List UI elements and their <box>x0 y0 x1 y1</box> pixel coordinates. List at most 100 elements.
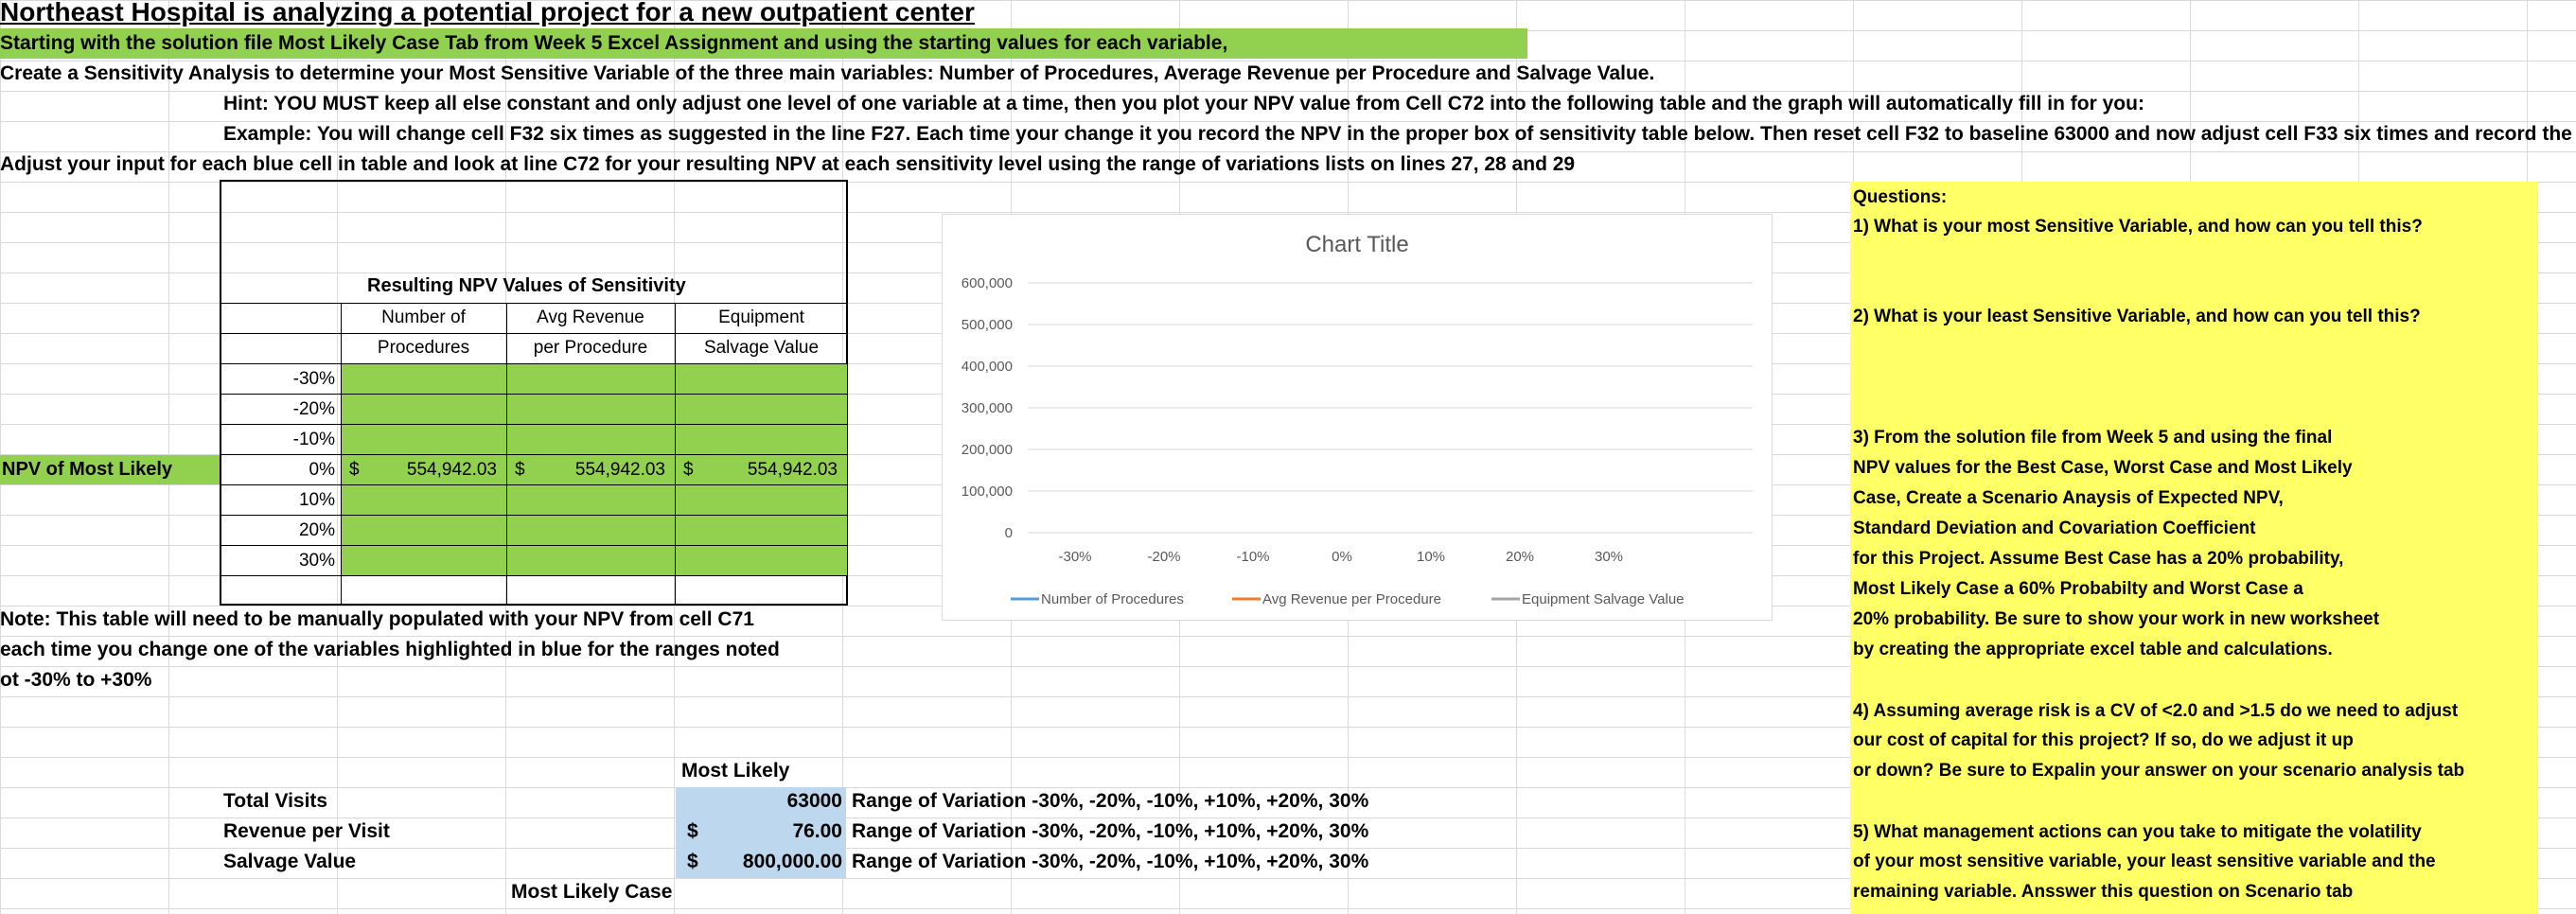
note-line-3: ot -30% to +30% <box>0 669 152 691</box>
instruction-line-1: Starting with the solution file Most Lik… <box>0 32 1228 54</box>
question-2: 2) What is your least Sensitive Variable… <box>1853 307 2421 326</box>
revenue-currency: $ <box>687 820 698 842</box>
currency-symbol: $ <box>515 460 525 480</box>
sheet-title: Northeast Hospital is analyzing a potent… <box>0 0 975 26</box>
x-tick-label: -20% <box>1147 549 1180 565</box>
col-header-procedures-1: Number of <box>381 308 466 327</box>
npv-value: 554,942.03 <box>747 460 838 480</box>
question-3-line-3: Case, Create a Scenario Anaysis of Expec… <box>1853 488 2284 508</box>
input-cells <box>676 787 846 878</box>
question-5-line-3: remaining variable. Ansswer this questio… <box>1853 882 2354 902</box>
col-header-revenue-1: Avg Revenue <box>537 308 644 327</box>
question-1: 1) What is your most Sensitive Variable,… <box>1853 217 2423 237</box>
salvage-input[interactable]: 800,000.00 <box>742 851 842 872</box>
table-rule <box>341 363 342 575</box>
row-label: 20% <box>298 520 335 540</box>
col-header-procedures-2: Procedures <box>377 338 470 358</box>
data-area <box>342 364 847 575</box>
x-tick-label: 20% <box>1506 549 1534 565</box>
sensitivity-table <box>220 180 848 606</box>
table-rule <box>506 363 507 575</box>
row-label: -20% <box>292 399 335 419</box>
x-tick-label: -10% <box>1236 549 1269 565</box>
npv-cell-procedures[interactable]: $ 554,942.03 <box>342 455 506 484</box>
question-3-line-8: by creating the appropriate excel table … <box>1853 640 2333 659</box>
question-5-line-1: 5) What management actions can you take … <box>1853 822 2422 842</box>
most-likely-header: Most Likely <box>681 760 790 782</box>
chart-title: Chart Title <box>1305 232 1408 257</box>
table-rule <box>220 394 848 395</box>
table-rule <box>220 484 848 485</box>
y-tick-label: 100,000 <box>962 483 1013 500</box>
highlight-row <box>0 28 1527 59</box>
salvage-currency: $ <box>687 851 698 872</box>
revenue-label: Revenue per Visit <box>223 820 390 842</box>
question-3-line-4: Standard Deviation and Covariation Coeff… <box>1853 519 2256 538</box>
total-visits-label: Total Visits <box>223 790 328 812</box>
question-5-line-2: of your most sensitive variable, your le… <box>1853 852 2436 871</box>
npv-label: NPV of Most Likely <box>2 459 173 480</box>
legend-label: Number of Procedures <box>1041 591 1184 607</box>
row-label: -30% <box>292 369 335 389</box>
question-3-line-7: 20% probability. Be sure to show your wo… <box>1853 609 2380 629</box>
salvage-label: Salvage Value <box>223 851 357 872</box>
question-3-line-2: NPV values for the Best Case, Worst Case… <box>1853 458 2353 478</box>
col-header-revenue-2: per Procedure <box>533 338 648 358</box>
table-rule <box>220 454 848 455</box>
range-text-2: Range of Variation -30%, -20%, -10%, +10… <box>852 820 1369 842</box>
currency-symbol: $ <box>349 460 360 480</box>
y-tick-label: 200,000 <box>962 442 1013 458</box>
npv-label-cell <box>0 455 220 484</box>
y-tick-label: 0 <box>1005 525 1013 541</box>
question-3-line-5: for this Project. Assume Best Case has a… <box>1853 549 2344 569</box>
sensitivity-chart[interactable]: Chart Title 0 100,000 200,000 300,000 400,000… <box>942 214 1773 621</box>
range-text-1: Range of Variation -30%, -20%, -10%, +10… <box>852 790 1369 812</box>
table-title: Resulting NPV Values of Sensitivity <box>367 275 686 296</box>
currency-symbol: $ <box>683 460 694 480</box>
y-tick-label: 400,000 <box>962 359 1013 375</box>
most-likely-case-label: Most Likely Case <box>511 881 673 903</box>
example-text: Example: You will change cell F32 six ti… <box>223 123 2576 145</box>
table-rule <box>220 515 848 516</box>
revenue-input[interactable]: 76.00 <box>792 820 842 842</box>
x-tick-label: -30% <box>1058 549 1091 565</box>
col-header-salvage-1: Equipment <box>718 308 804 327</box>
x-tick-label: 0% <box>1332 549 1352 565</box>
npv-value: 554,942.03 <box>406 460 497 480</box>
question-3-line-1: 3) From the solution file from Week 5 an… <box>1853 428 2333 448</box>
npv-value: 554,942.03 <box>574 460 665 480</box>
question-4-line-2: our cost of capital for this project? If… <box>1853 730 2354 750</box>
questions-heading: Questions: <box>1853 187 1948 207</box>
x-tick-label: 30% <box>1595 549 1623 565</box>
row-label: 0% <box>309 460 335 480</box>
questions-panel <box>1850 182 2538 914</box>
npv-cell-salvage[interactable]: $ 554,942.03 <box>676 455 847 484</box>
table-rule <box>220 303 848 304</box>
note-line-1: Note: This table will need to be manuall… <box>0 608 754 630</box>
table-rule <box>220 333 848 334</box>
range-text-3: Range of Variation -30%, -20%, -10%, +10… <box>852 851 1369 872</box>
table-rule <box>220 363 848 364</box>
table-rule <box>675 363 676 575</box>
table-rule <box>220 545 848 546</box>
question-3-line-6: Most Likely Case a 60% Probabilty and Wo… <box>1853 579 2303 599</box>
row-label: -10% <box>292 430 335 449</box>
row-label: 30% <box>298 551 335 571</box>
y-tick-label: 300,000 <box>962 400 1013 416</box>
adjust-text: Adjust your input for each blue cell in … <box>0 153 1576 175</box>
y-tick-label: 600,000 <box>962 275 1013 291</box>
question-4-line-3: or down? Be sure to Expalin your answer … <box>1853 761 2465 781</box>
legend-label: Avg Revenue per Procedure <box>1262 591 1441 607</box>
hint-text: Hint: YOU MUST keep all else constant an… <box>223 93 2144 114</box>
col-header-salvage-2: Salvage Value <box>703 338 820 358</box>
table-rule <box>220 424 848 425</box>
total-visits-input[interactable]: 63000 <box>786 790 842 812</box>
question-4-line-1: 4) Assuming average risk is a CV of <2.0… <box>1853 701 2459 721</box>
npv-cell-revenue[interactable]: $ 554,942.03 <box>507 455 675 484</box>
y-tick-label: 500,000 <box>962 317 1013 333</box>
instruction-line-2: Create a Sensitivity Analysis to determi… <box>0 62 1655 84</box>
note-line-2: each time you change one of the variable… <box>0 639 780 660</box>
table-rule <box>220 575 848 576</box>
x-tick-label: 10% <box>1417 549 1445 565</box>
chart-svg: Chart Title 0 100,000 200,000 300,000 400,000… <box>962 232 1753 607</box>
